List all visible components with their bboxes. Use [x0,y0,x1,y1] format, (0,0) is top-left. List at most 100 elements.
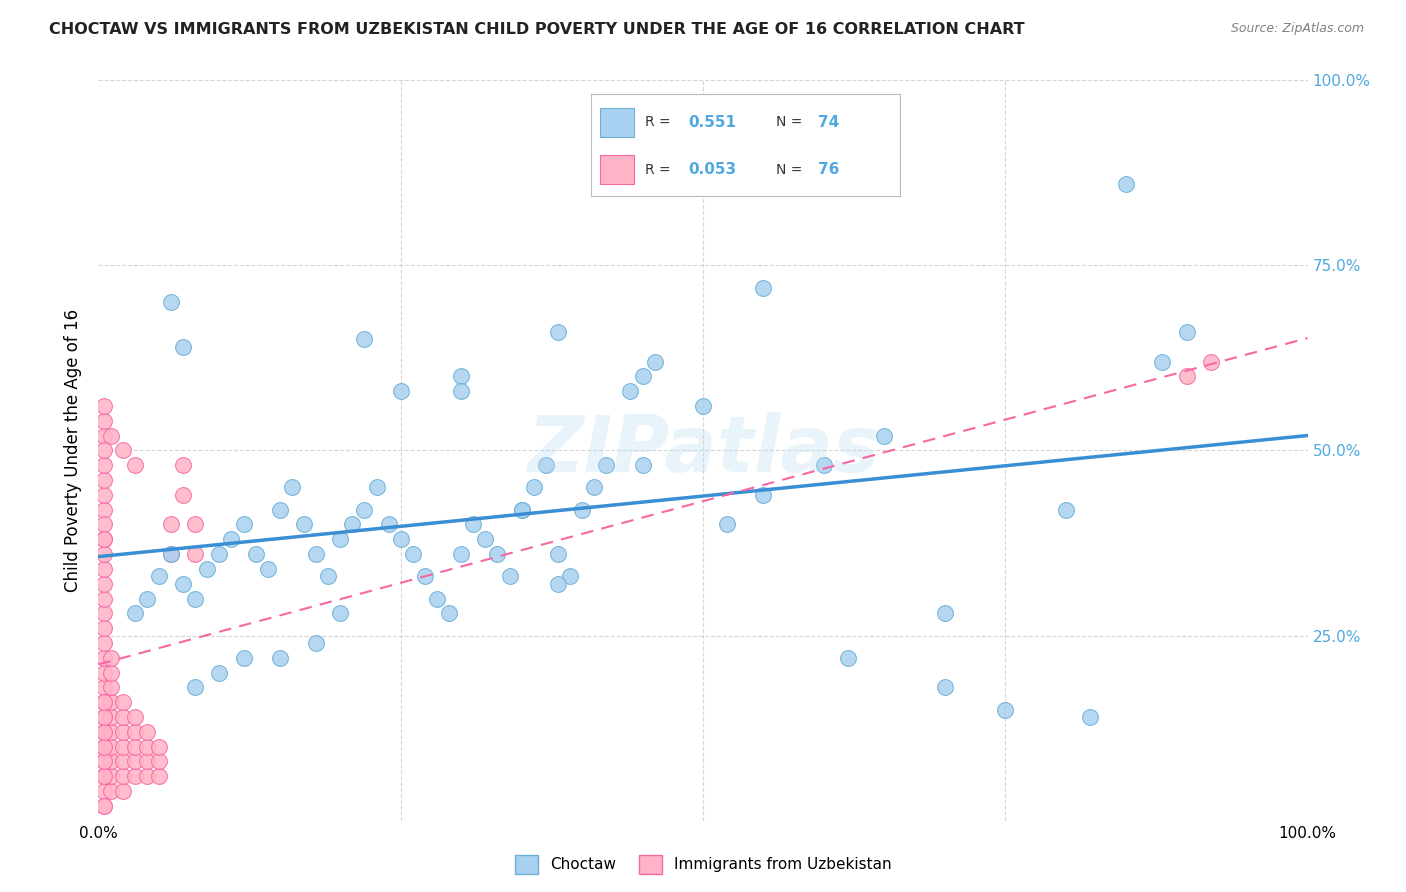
Point [100,739,122,754]
Point [281,480,304,494]
Point [160,547,183,561]
Point [474,533,496,547]
Point [93,533,115,547]
Point [124,769,146,783]
Point [184,547,207,561]
Point [93,547,115,561]
Point [377,517,399,532]
Point [93,502,115,516]
Point [93,739,115,754]
Point [135,724,157,739]
Point [510,502,533,516]
Point [583,480,606,494]
Point [305,636,328,650]
Point [93,695,115,709]
Point [1175,325,1198,339]
Point [93,473,115,487]
Point [329,533,352,547]
Point [160,547,183,561]
Point [450,547,472,561]
Point [93,755,115,769]
Point [413,569,436,583]
Point [93,695,115,709]
Point [389,533,412,547]
Point [498,569,520,583]
Point [595,458,617,473]
Point [135,755,157,769]
Point [208,665,231,680]
Point [547,576,569,591]
Point [1054,502,1077,516]
Point [93,533,115,547]
Point [111,769,134,783]
Point [100,665,122,680]
Point [160,517,183,532]
Point [93,488,115,502]
Point [184,681,207,695]
Point [93,769,115,783]
Point [486,547,509,561]
Point [148,569,170,583]
Text: ZIPatlas: ZIPatlas [527,412,879,489]
Point [571,502,593,516]
Point [93,636,115,650]
Point [316,569,339,583]
Point [93,607,115,621]
Text: N =: N = [776,115,807,129]
Point [160,295,183,310]
Point [269,502,291,516]
Point [135,769,157,783]
Point [124,458,146,473]
Point [644,354,666,368]
Point [305,547,328,561]
Point [245,547,267,561]
Point [124,710,146,724]
Point [100,755,122,769]
Point [692,399,714,413]
Point [534,458,557,473]
Point [100,769,122,783]
Point [124,724,146,739]
Point [93,784,115,798]
Point [100,724,122,739]
Point [135,591,157,606]
Point [124,755,146,769]
Text: 74: 74 [818,115,839,130]
Point [184,591,207,606]
Point [221,533,243,547]
Point [93,739,115,754]
Point [172,488,194,502]
Point [1115,177,1137,191]
Point [366,480,388,494]
Point [148,755,170,769]
Point [111,724,134,739]
Legend: Choctaw, Immigrants from Uzbekistan: Choctaw, Immigrants from Uzbekistan [509,849,897,880]
Point [100,695,122,709]
Point [148,769,170,783]
Text: 0.053: 0.053 [688,162,737,178]
Point [111,755,134,769]
Text: 76: 76 [818,162,839,178]
Point [1078,710,1101,724]
Point [172,458,194,473]
Point [148,739,170,754]
Point [93,428,115,442]
Point [93,443,115,458]
Point [208,547,231,561]
Point [1199,354,1222,368]
Point [269,650,291,665]
Point [111,784,134,798]
Point [716,517,738,532]
Bar [600,108,634,136]
Point [93,414,115,428]
Point [631,369,654,384]
Point [523,480,546,494]
Point [100,710,122,724]
Point [111,710,134,724]
Point [124,739,146,754]
Point [93,517,115,532]
Point [93,665,115,680]
Point [232,517,254,532]
Point [172,340,194,354]
Point [450,369,472,384]
